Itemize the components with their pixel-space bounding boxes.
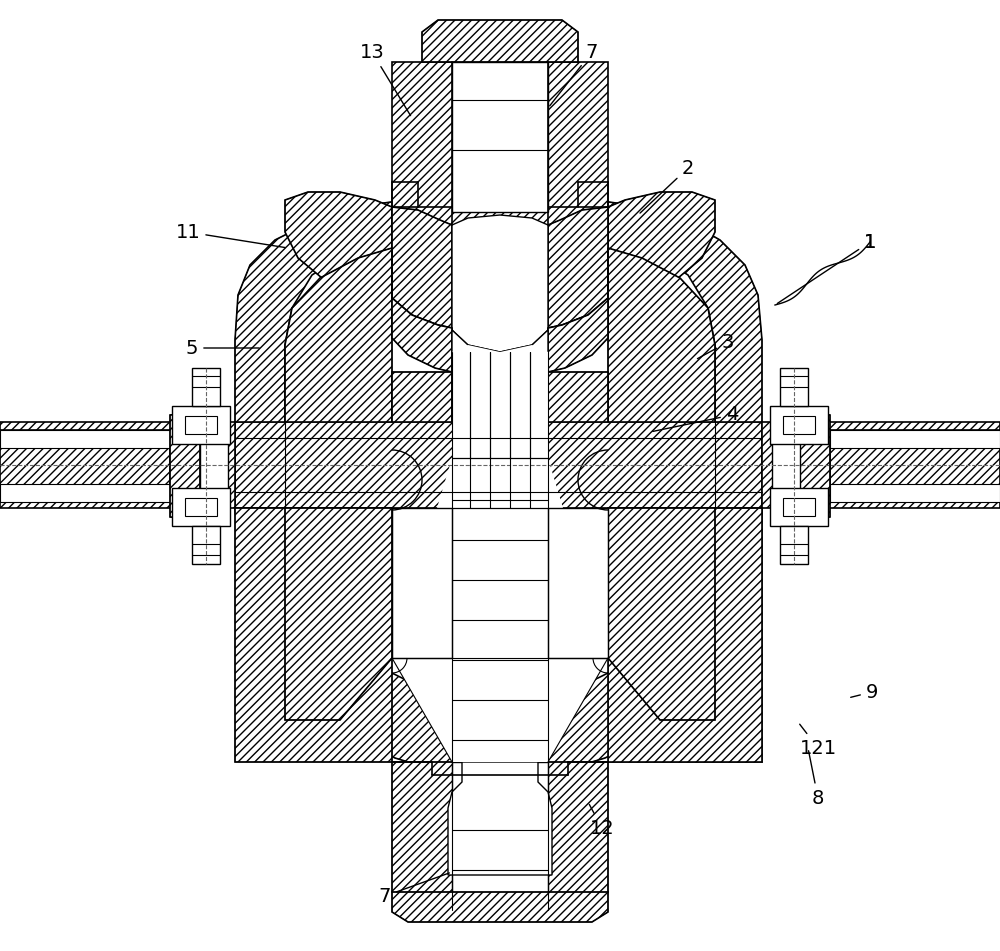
Bar [762, 422, 1000, 508]
Bar [0, 422, 235, 508]
Polygon shape [392, 207, 452, 328]
Bar [780, 368, 808, 406]
Polygon shape [285, 508, 392, 720]
Polygon shape [392, 508, 452, 658]
Polygon shape [608, 248, 715, 478]
Polygon shape [800, 412, 830, 520]
Text: 121: 121 [799, 725, 837, 758]
Polygon shape [448, 762, 552, 875]
Polygon shape [285, 248, 392, 478]
Bar [392, 62, 608, 207]
Bar [172, 488, 230, 526]
Bar [830, 430, 1000, 502]
Polygon shape [285, 192, 392, 298]
Polygon shape [608, 508, 715, 720]
Text: 1: 1 [864, 232, 876, 251]
Polygon shape [608, 508, 762, 762]
Polygon shape [392, 248, 452, 372]
Polygon shape [235, 508, 392, 762]
Bar [172, 406, 230, 444]
Text: 11: 11 [176, 223, 285, 247]
Polygon shape [548, 207, 608, 328]
Polygon shape [772, 412, 800, 520]
Text: 3: 3 [697, 333, 734, 359]
Polygon shape [392, 458, 608, 762]
Bar [0, 430, 170, 502]
Bar [770, 488, 828, 526]
Polygon shape [452, 215, 548, 352]
Bar [770, 406, 828, 444]
Text: 7: 7 [379, 873, 449, 905]
Text: 5: 5 [186, 339, 259, 358]
Polygon shape [392, 762, 608, 905]
Bar [830, 430, 1000, 448]
Bar [452, 62, 548, 212]
Bar [0, 430, 170, 502]
Polygon shape [548, 508, 608, 658]
Text: 1: 1 [777, 232, 876, 303]
Polygon shape [392, 372, 452, 442]
Bar [783, 416, 815, 434]
Text: 7: 7 [550, 43, 598, 106]
Polygon shape [548, 372, 608, 442]
Bar [0, 430, 170, 448]
Text: 2: 2 [640, 159, 694, 213]
Polygon shape [452, 345, 548, 508]
Polygon shape [452, 330, 548, 458]
Polygon shape [170, 412, 200, 520]
Bar [0, 484, 170, 502]
Bar [830, 430, 1000, 502]
Bar [185, 498, 217, 516]
Bar [0, 422, 235, 508]
Bar [185, 416, 217, 434]
Text: 8: 8 [809, 750, 824, 807]
Polygon shape [235, 422, 762, 508]
Polygon shape [285, 222, 715, 762]
Bar [762, 422, 1000, 508]
Text: 12: 12 [589, 805, 614, 838]
Bar [780, 526, 808, 564]
Bar [392, 62, 608, 207]
Text: 4: 4 [653, 405, 738, 432]
Bar [783, 498, 815, 516]
Bar [830, 484, 1000, 502]
Text: 9: 9 [851, 683, 878, 702]
Polygon shape [548, 248, 608, 372]
Polygon shape [608, 192, 715, 298]
Polygon shape [235, 192, 762, 875]
Text: 13: 13 [360, 43, 411, 116]
Polygon shape [422, 20, 578, 62]
Polygon shape [392, 892, 608, 922]
Bar [192, 526, 220, 564]
Bar [452, 762, 548, 910]
Polygon shape [200, 412, 228, 520]
Bar [192, 368, 220, 406]
